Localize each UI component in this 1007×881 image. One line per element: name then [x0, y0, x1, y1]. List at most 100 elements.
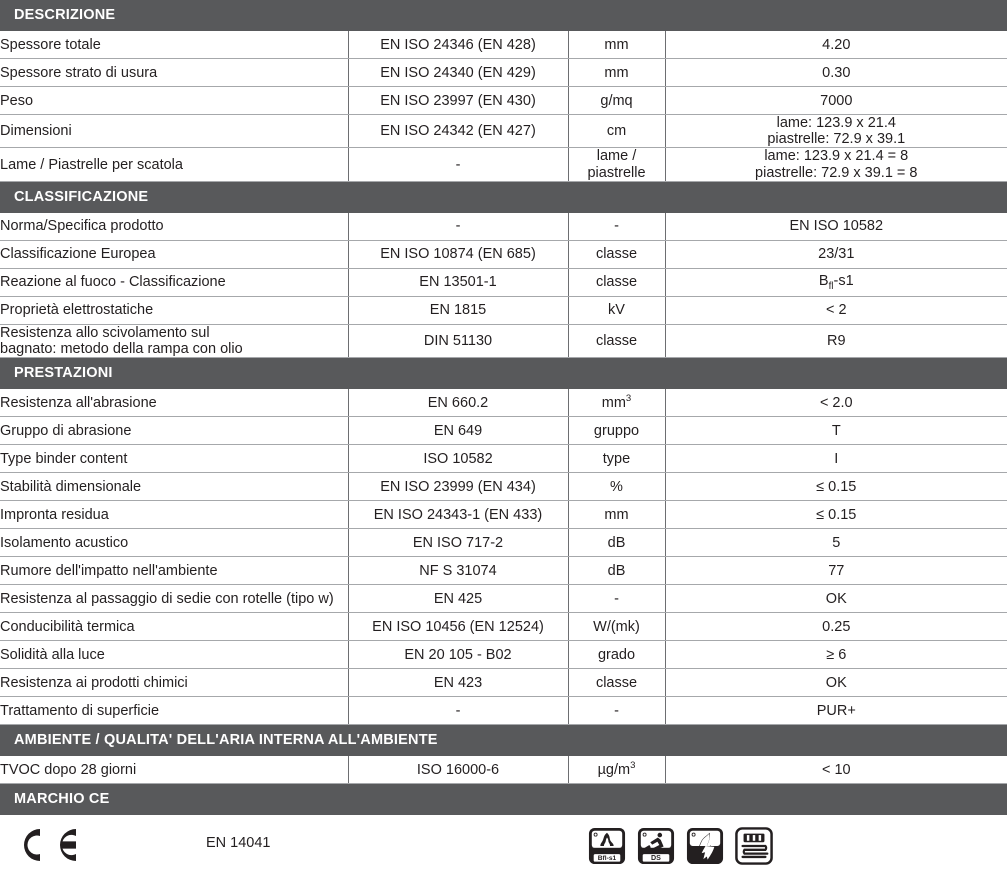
row-value: < 2.0	[665, 389, 1007, 417]
table-row: Proprietà elettrostatiche EN 1815 kV < 2	[0, 296, 1007, 324]
table-row: Resistenza all'abrasione EN 660.2 mm3 < …	[0, 389, 1007, 417]
row-label: Classificazione Europea	[0, 240, 348, 268]
row-label: Impronta residua	[0, 501, 348, 529]
row-unit: -	[568, 213, 665, 241]
row-norm: NF S 31074	[348, 557, 568, 585]
row-value: T	[665, 417, 1007, 445]
section-title: AMBIENTE / QUALITA' DELL'ARIA INTERNA AL…	[0, 725, 1007, 757]
row-unit: mm	[568, 31, 665, 59]
pictogram-group: Bfl-s1 DS	[588, 827, 773, 865]
row-unit: classe	[568, 268, 665, 296]
section-header-marchio-ce: MARCHIO CE	[0, 784, 1007, 816]
row-label: Peso	[0, 87, 348, 115]
row-unit: dB	[568, 557, 665, 585]
table-row: Impronta residua EN ISO 24343-1 (EN 433)…	[0, 501, 1007, 529]
row-unit: -	[568, 697, 665, 725]
ce-standard-code: EN 14041	[206, 835, 271, 851]
row-norm: EN 423	[348, 669, 568, 697]
pictogram-label: Bfl-s1	[598, 855, 617, 862]
row-norm: EN ISO 10456 (EN 12524)	[348, 613, 568, 641]
table-row: Lame / Piastrelle per scatola - lame / p…	[0, 148, 1007, 181]
row-unit: mm	[568, 501, 665, 529]
row-unit: mm3	[568, 389, 665, 417]
row-norm: EN 425	[348, 585, 568, 613]
row-label-line-2: bagnato: metodo della rampa con olio	[0, 341, 348, 357]
row-label: Spessore strato di usura	[0, 59, 348, 87]
row-value: EN ISO 10582	[665, 213, 1007, 241]
row-value: ≥ 6	[665, 641, 1007, 669]
row-value: 77	[665, 557, 1007, 585]
section-header-prestazioni: PRESTAZIONI	[0, 358, 1007, 390]
table-row: Classificazione Europea EN ISO 10874 (EN…	[0, 240, 1007, 268]
row-norm: EN 649	[348, 417, 568, 445]
row-unit: cm	[568, 115, 665, 148]
unit-exponent: 3	[626, 393, 631, 404]
table-row: Peso EN ISO 23997 (EN 430) g/mq 7000	[0, 87, 1007, 115]
row-label: Spessore totale	[0, 31, 348, 59]
row-unit: classe	[568, 324, 665, 357]
section-title: PRESTAZIONI	[0, 358, 1007, 390]
row-norm: EN ISO 24342 (EN 427)	[348, 115, 568, 148]
row-value-line-1: lame: 123.9 x 21.4 = 8	[666, 148, 1007, 164]
table-row: Isolamento acustico EN ISO 717-2 dB 5	[0, 529, 1007, 557]
table-row: Rumore dell'impatto nell'ambiente NF S 3…	[0, 557, 1007, 585]
technical-specification-table: DESCRIZIONE Spessore totale EN ISO 24346…	[0, 0, 1007, 815]
section-header-descrizione: DESCRIZIONE	[0, 0, 1007, 31]
row-value: < 2	[665, 296, 1007, 324]
row-label: Dimensioni	[0, 115, 348, 148]
row-unit: grado	[568, 641, 665, 669]
row-unit: dB	[568, 529, 665, 557]
row-value: OK	[665, 669, 1007, 697]
row-unit: lame / piastrelle	[568, 148, 665, 181]
row-unit: kV	[568, 296, 665, 324]
table-row: Resistenza al passaggio di sedie con rot…	[0, 585, 1007, 613]
row-norm: EN ISO 717-2	[348, 529, 568, 557]
row-unit: %	[568, 473, 665, 501]
table-row: Spessore totale EN ISO 24346 (EN 428) mm…	[0, 31, 1007, 59]
row-value: OK	[665, 585, 1007, 613]
row-value: lame: 123.9 x 21.4 = 8 piastrelle: 72.9 …	[665, 148, 1007, 181]
pictogram-label: DS	[651, 854, 661, 862]
row-value: R9	[665, 324, 1007, 357]
row-unit: -	[568, 585, 665, 613]
row-value-line-2: piastrelle: 72.9 x 39.1 = 8	[666, 165, 1007, 181]
ce-footer: EN 14041 Bfl-s1 DS	[0, 815, 1007, 881]
row-norm: EN 20 105 - B02	[348, 641, 568, 669]
slip-resistance-pictogram: DS	[637, 827, 675, 865]
row-value: lame: 123.9 x 21.4 piastrelle: 72.9 x 39…	[665, 115, 1007, 148]
row-value: 23/31	[665, 240, 1007, 268]
row-label: Type binder content	[0, 445, 348, 473]
row-label: Lame / Piastrelle per scatola	[0, 148, 348, 181]
row-value: 4.20	[665, 31, 1007, 59]
table-row: Trattamento di superficie - - PUR+	[0, 697, 1007, 725]
row-norm: EN 13501-1	[348, 268, 568, 296]
row-value: PUR+	[665, 697, 1007, 725]
row-label-line-1: Resistenza allo scivolamento sul	[0, 325, 348, 341]
table-row: Resistenza allo scivolamento sul bagnato…	[0, 324, 1007, 357]
fire-classification-pictogram: Bfl-s1	[588, 827, 626, 865]
row-norm: EN ISO 23997 (EN 430)	[348, 87, 568, 115]
row-label: Conducibilità termica	[0, 613, 348, 641]
row-value: 0.30	[665, 59, 1007, 87]
row-label: Rumore dell'impatto nell'ambiente	[0, 557, 348, 585]
row-label: Stabilità dimensionale	[0, 473, 348, 501]
row-label: Norma/Specifica prodotto	[0, 213, 348, 241]
row-value: ≤ 0.15	[665, 501, 1007, 529]
section-title: CLASSIFICAZIONE	[0, 181, 1007, 213]
table-row: Spessore strato di usura EN ISO 24340 (E…	[0, 59, 1007, 87]
section-header-ambiente: AMBIENTE / QUALITA' DELL'ARIA INTERNA AL…	[0, 725, 1007, 757]
row-unit-line-2: piastrelle	[569, 165, 665, 181]
row-norm: ISO 16000-6	[348, 756, 568, 784]
row-unit-line-1: lame /	[569, 148, 665, 164]
row-unit: classe	[568, 669, 665, 697]
table-row: Type binder content ISO 10582 type I	[0, 445, 1007, 473]
row-unit: classe	[568, 240, 665, 268]
section-title: MARCHIO CE	[0, 784, 1007, 816]
table-row: Dimensioni EN ISO 24342 (EN 427) cm lame…	[0, 115, 1007, 148]
row-norm: -	[348, 213, 568, 241]
row-norm: EN 660.2	[348, 389, 568, 417]
row-unit: µg/m3	[568, 756, 665, 784]
static-electricity-pictogram	[686, 827, 724, 865]
row-value: 0.25	[665, 613, 1007, 641]
